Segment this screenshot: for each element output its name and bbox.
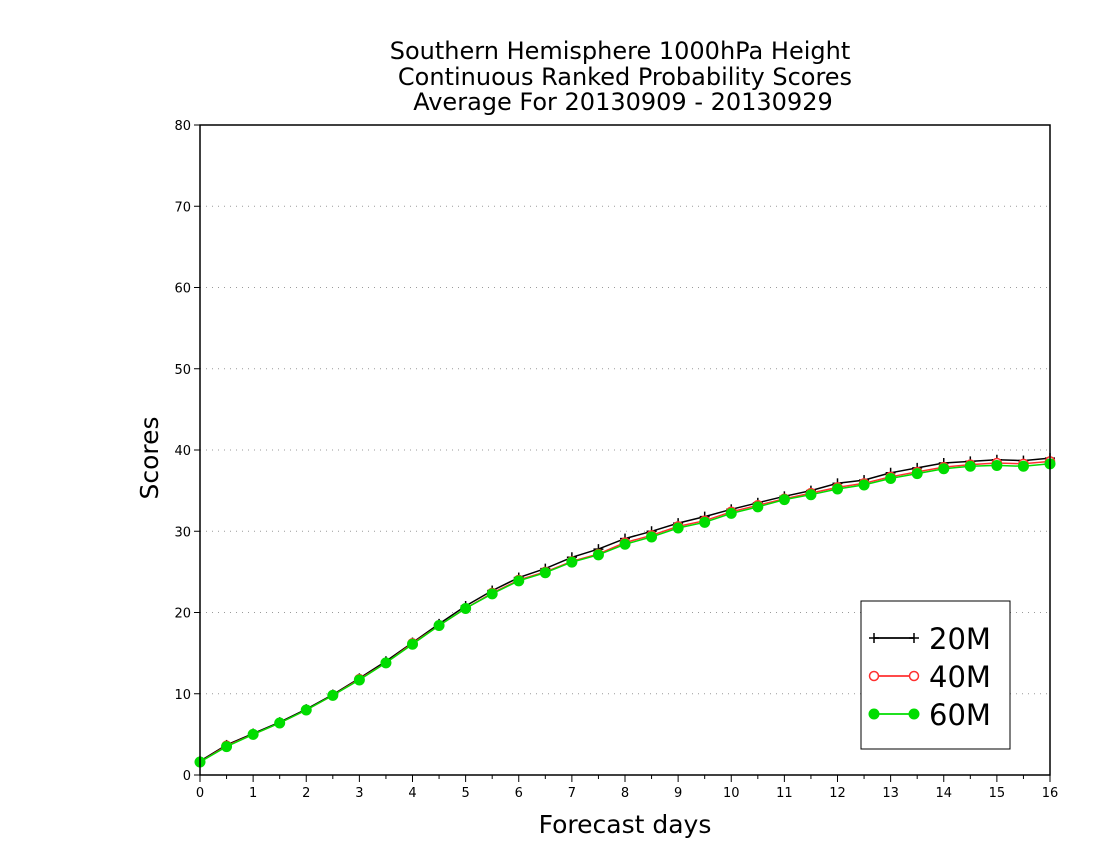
y-tick-label: 50 bbox=[174, 363, 191, 378]
x-tick-label: 3 bbox=[355, 786, 363, 801]
chart-title-line-1: Southern Hemisphere 1000hPa Height bbox=[390, 37, 850, 65]
y-tick-label: 10 bbox=[174, 688, 191, 703]
data-point bbox=[592, 549, 604, 561]
x-tick-label: 7 bbox=[568, 786, 576, 801]
data-point bbox=[964, 460, 976, 472]
x-tick-label: 2 bbox=[302, 786, 310, 801]
data-point bbox=[672, 522, 684, 534]
legend-box bbox=[860, 600, 1011, 750]
data-point bbox=[868, 708, 880, 720]
data-point bbox=[911, 468, 923, 480]
legend-item-60M: 60M bbox=[868, 698, 991, 732]
data-point bbox=[353, 674, 365, 686]
data-point bbox=[858, 479, 870, 491]
legend-label: 40M bbox=[929, 660, 991, 694]
x-tick-label: 1 bbox=[249, 786, 257, 801]
data-point bbox=[486, 588, 498, 600]
data-point bbox=[991, 459, 1003, 471]
data-point bbox=[407, 638, 418, 650]
x-axis-label: Forecast days bbox=[539, 810, 712, 839]
series-60M bbox=[194, 458, 1056, 768]
data-point bbox=[460, 602, 472, 614]
y-tick-label: 70 bbox=[174, 200, 191, 215]
chart-title-line-3: Average For 20130909 - 20130929 bbox=[413, 88, 833, 116]
x-tick-label: 13 bbox=[882, 786, 899, 801]
legend-item-20M: 20M bbox=[869, 622, 991, 656]
legend: 20M 40M 60M bbox=[860, 600, 1011, 750]
y-tick-label: 40 bbox=[174, 444, 191, 459]
data-point bbox=[699, 516, 711, 528]
x-tick-label: 12 bbox=[829, 786, 846, 801]
x-tick-label: 4 bbox=[408, 786, 416, 801]
data-point bbox=[566, 556, 578, 568]
data-point bbox=[908, 708, 920, 720]
x-tick-label: 6 bbox=[515, 786, 523, 801]
y-axis-label: Scores bbox=[135, 416, 164, 499]
chart-title: Southern Hemisphere 1000hPa Height Conti… bbox=[390, 37, 852, 116]
x-tick-label: 16 bbox=[1042, 786, 1059, 801]
series-group bbox=[194, 453, 1056, 768]
x-tick-label: 5 bbox=[461, 786, 469, 801]
data-point bbox=[725, 507, 737, 519]
data-point bbox=[327, 689, 339, 701]
legend-label: 60M bbox=[929, 698, 991, 732]
y-tick-label: 30 bbox=[174, 525, 191, 540]
legend-label: 20M bbox=[929, 622, 991, 656]
x-tick-label: 8 bbox=[621, 786, 629, 801]
data-point bbox=[868, 670, 880, 682]
data-point bbox=[433, 620, 445, 631]
legend-item-40M: 40M bbox=[868, 660, 991, 694]
y-tick-label: 20 bbox=[174, 607, 191, 622]
y-tick-label: 60 bbox=[174, 282, 191, 297]
data-point bbox=[513, 575, 525, 587]
x-tick-label: 15 bbox=[989, 786, 1006, 801]
data-point bbox=[539, 567, 551, 579]
x-tick-label: 10 bbox=[723, 786, 740, 801]
data-point bbox=[1017, 460, 1029, 472]
x-tick-label: 14 bbox=[935, 786, 952, 801]
data-point bbox=[885, 472, 897, 484]
data-point bbox=[380, 657, 392, 669]
chart-title-line-2: Continuous Ranked Probability Scores bbox=[398, 63, 852, 91]
data-point bbox=[752, 501, 764, 513]
data-point bbox=[646, 531, 658, 543]
data-point bbox=[805, 489, 817, 501]
data-point bbox=[619, 538, 631, 550]
data-point bbox=[832, 483, 843, 495]
data-point bbox=[778, 494, 790, 506]
data-point bbox=[247, 728, 259, 740]
data-point bbox=[908, 670, 920, 682]
x-tick-label: 9 bbox=[674, 786, 682, 801]
data-point bbox=[938, 463, 950, 475]
data-point bbox=[300, 704, 312, 716]
data-point bbox=[274, 717, 286, 729]
y-tick-label: 0 bbox=[183, 769, 191, 784]
data-point bbox=[221, 741, 233, 753]
x-tick-label: 0 bbox=[196, 786, 204, 801]
y-tick-label: 80 bbox=[174, 119, 191, 134]
x-tick-label: 11 bbox=[776, 786, 793, 801]
